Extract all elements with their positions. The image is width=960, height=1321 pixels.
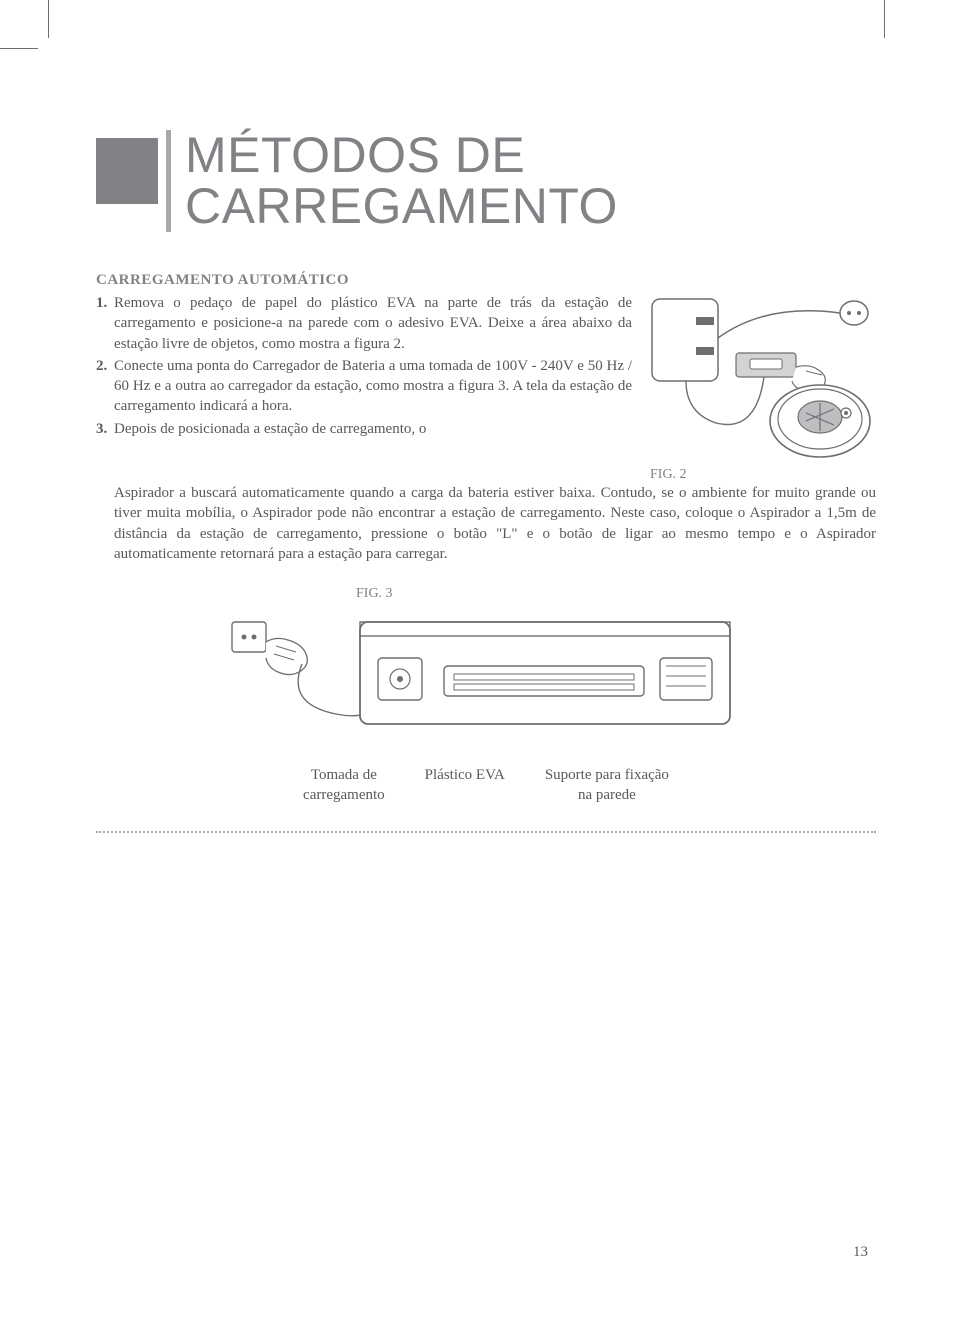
label-line: Tomada de (311, 767, 377, 783)
body-row: 1. Remova o pedaço de papel do plástico … (96, 293, 876, 483)
step-text: Conecte uma ponta do Carregador de Bater… (114, 356, 632, 417)
label-line: carregamento (303, 787, 385, 803)
figure-3-caption: FIG. 3 (356, 586, 393, 602)
figure-3-wrap: FIG. 3 (96, 586, 876, 744)
figure-2-illustration (646, 293, 876, 463)
figure-3-labels: Tomada de carregamento Plástico EVA Supo… (96, 766, 876, 805)
title-square-icon (96, 138, 158, 204)
step-text: Depois de posicionada a estação de carre… (114, 419, 632, 439)
crop-mark (884, 0, 885, 38)
title-divider (166, 130, 171, 232)
label-line: Suporte para fixação (545, 767, 669, 783)
step-2: 2. Conecte uma ponta do Carregador de Ba… (96, 356, 632, 417)
step-number: 2. (96, 356, 114, 417)
step-number: 1. (96, 293, 114, 354)
section-subheading: CARREGAMENTO AUTOMÁTICO (96, 272, 876, 289)
figure-2-column: FIG. 2 (646, 293, 876, 483)
page-title: MÉTODOS DE CARREGAMENTO (185, 130, 618, 232)
page-number: 13 (853, 1244, 868, 1261)
label-suporte: Suporte para fixação na parede (545, 766, 669, 805)
title-line-2: CARREGAMENTO (185, 178, 618, 234)
steps-column: 1. Remova o pedaço de papel do plástico … (96, 293, 632, 441)
figure-3-illustration (226, 604, 746, 744)
figure-2-caption: FIG. 2 (650, 467, 876, 483)
step-text: Remova o pedaço de papel do plástico EVA… (114, 293, 632, 354)
step-1: 1. Remova o pedaço de papel do plástico … (96, 293, 632, 354)
title-line-1: MÉTODOS DE (185, 127, 525, 183)
step-3-lead: 3. Depois de posicionada a estação de ca… (96, 419, 632, 439)
label-line: na parede (578, 787, 636, 803)
label-plastico: Plástico EVA (425, 766, 505, 805)
dotted-divider (96, 831, 876, 833)
label-tomada: Tomada de carregamento (303, 766, 385, 805)
page: MÉTODOS DE CARREGAMENTO CARREGAMENTO AUT… (0, 0, 960, 1321)
crop-mark (48, 0, 49, 38)
content-area: MÉTODOS DE CARREGAMENTO CARREGAMENTO AUT… (96, 130, 876, 833)
crop-mark (0, 48, 38, 49)
step-number: 3. (96, 419, 114, 439)
title-block: MÉTODOS DE CARREGAMENTO (96, 130, 876, 232)
label-line: Plástico EVA (425, 767, 505, 783)
step-3-continuation: Aspirador a buscará automaticamente quan… (114, 483, 876, 564)
